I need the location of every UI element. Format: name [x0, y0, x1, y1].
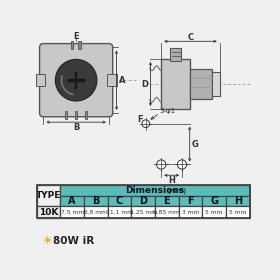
Text: D: D	[139, 196, 147, 206]
Circle shape	[157, 160, 166, 169]
Text: 3 mm: 3 mm	[182, 210, 199, 215]
Circle shape	[55, 59, 97, 101]
Text: C: C	[116, 196, 123, 206]
Bar	[60, 185, 250, 196]
Circle shape	[178, 160, 186, 169]
Bar	[226, 206, 250, 218]
Bar	[155, 196, 179, 206]
Bar	[179, 196, 202, 206]
Bar	[108, 196, 131, 206]
Text: E: E	[164, 196, 170, 206]
Bar	[37, 185, 250, 218]
Text: D: D	[141, 80, 148, 88]
Bar	[36, 74, 45, 86]
Bar	[60, 196, 84, 206]
Bar	[131, 206, 155, 218]
Bar	[75, 72, 78, 89]
Bar	[68, 79, 85, 81]
Text: B: B	[73, 123, 79, 132]
Text: C: C	[187, 33, 193, 42]
Text: 5.25 mm: 5.25 mm	[130, 210, 157, 215]
Text: A: A	[119, 76, 125, 85]
Text: ☀: ☀	[42, 235, 53, 248]
Bar	[65, 111, 67, 119]
Text: 5 mm: 5 mm	[229, 210, 247, 215]
FancyBboxPatch shape	[39, 44, 113, 117]
Text: 10K: 10K	[39, 208, 59, 217]
Text: TYPE: TYPE	[36, 191, 62, 200]
Text: Dimensions: Dimensions	[125, 186, 185, 195]
Text: 6.8 mm: 6.8 mm	[84, 210, 107, 215]
Text: 5 mm: 5 mm	[206, 210, 223, 215]
Text: 7.5 mm: 7.5 mm	[60, 210, 84, 215]
Bar	[74, 111, 77, 119]
Text: 0.85 mm: 0.85 mm	[153, 210, 180, 215]
Bar	[37, 206, 60, 218]
Text: 11.1 mm: 11.1 mm	[106, 210, 133, 215]
Text: 80W iR: 80W iR	[53, 237, 94, 246]
Text: (mm): (mm)	[167, 187, 186, 194]
Bar	[212, 73, 220, 95]
Text: H: H	[234, 196, 242, 206]
Text: G: G	[192, 140, 199, 149]
Bar	[107, 74, 116, 86]
Bar	[202, 196, 226, 206]
Text: A: A	[68, 196, 76, 206]
Text: F: F	[187, 196, 194, 206]
Bar	[161, 59, 190, 109]
Bar	[60, 206, 84, 218]
Bar	[37, 185, 60, 206]
Bar	[226, 196, 250, 206]
Text: 3-φ1: 3-φ1	[160, 108, 176, 114]
Text: E: E	[73, 32, 79, 41]
Bar	[171, 48, 181, 60]
Bar	[179, 206, 202, 218]
Text: F: F	[137, 115, 143, 124]
Bar	[84, 196, 108, 206]
Text: H: H	[168, 176, 175, 185]
Bar	[84, 206, 108, 218]
Bar	[108, 206, 131, 218]
Bar	[85, 111, 87, 119]
Bar	[131, 196, 155, 206]
Bar	[78, 41, 81, 49]
Text: B: B	[92, 196, 100, 206]
Bar	[71, 41, 73, 49]
Bar	[155, 206, 179, 218]
Text: G: G	[210, 196, 218, 206]
Circle shape	[142, 120, 150, 127]
Bar	[202, 206, 226, 218]
Bar	[190, 69, 212, 99]
